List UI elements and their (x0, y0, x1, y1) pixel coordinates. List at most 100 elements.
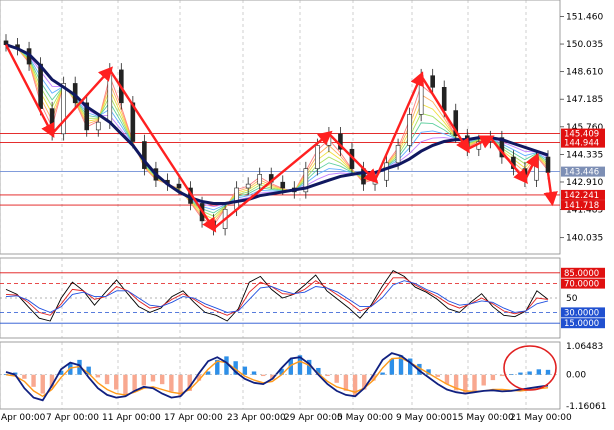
stoch-badge (561, 267, 605, 278)
trend-arrow (4, 44, 55, 139)
macd-bar (426, 369, 431, 375)
macd-bar (408, 358, 413, 375)
price-tick-label: 150.035 (566, 40, 603, 50)
stoch-badge (561, 318, 605, 329)
macd-bar (343, 374, 349, 391)
candle-body (38, 63, 43, 109)
stoch-badge-label: 70.0000 (564, 280, 599, 290)
macd-bar (31, 374, 36, 387)
candle-body (61, 83, 66, 135)
candle-body (384, 162, 389, 181)
macd-bar (297, 355, 303, 375)
trend-arrow (543, 172, 558, 207)
macd-bar (380, 372, 385, 375)
trend-arrow (328, 132, 379, 184)
macd-bar (150, 374, 156, 382)
macd-macd-line[interactable] (5, 352, 549, 402)
price-badge (561, 137, 605, 148)
stoch-badge (561, 278, 605, 289)
stoch-line[interactable] (5, 270, 549, 322)
macd-bar (49, 374, 55, 389)
macd-bar (261, 374, 266, 377)
time-label: 21 May 00:00 (510, 413, 572, 423)
candle-body (499, 137, 505, 158)
candle-body (303, 168, 309, 193)
macd-bar (178, 374, 183, 396)
trend-arrow (373, 71, 424, 181)
macd-bar (196, 374, 202, 381)
trend-arrow (51, 66, 114, 135)
candle-body (407, 114, 412, 146)
macd-bar (279, 368, 284, 375)
macd-bar (362, 374, 367, 390)
macd-bar (472, 374, 477, 391)
macd-signal-line[interactable] (5, 357, 549, 398)
candle-body (176, 183, 182, 189)
macd-axis: 1.06483 0.00 -1.16061 (0, 342, 606, 412)
time-label: 5 May 00:00 (337, 413, 393, 423)
macd-bar (334, 374, 339, 383)
macd-bar (40, 374, 45, 394)
macd-bar (325, 374, 330, 377)
macd-bar (545, 369, 551, 375)
macd-bar (22, 374, 27, 379)
candle-body (130, 102, 136, 142)
macd-bar (371, 374, 376, 381)
stochastic-lines (5, 270, 549, 322)
candle-body (453, 110, 459, 137)
time-label: 11 Apr 00:00 (102, 413, 161, 423)
price-badge-label: 145.409 (564, 130, 599, 140)
macd-bar (444, 374, 450, 385)
macd-bar (215, 359, 220, 375)
trend-arrow (212, 130, 333, 230)
macd-bar (536, 369, 542, 375)
macd-bar (306, 359, 312, 375)
price-tick-label: 151.460 (566, 12, 603, 22)
candle-body (395, 145, 401, 164)
macd-bar (95, 374, 101, 378)
stoch-badge (561, 307, 605, 318)
macd-bar (453, 374, 459, 391)
candle-body (441, 87, 447, 111)
time-axis: Apr 00:00 7 Apr 00:00 11 Apr 00:00 17 Apr 0… (1, 413, 572, 423)
macd-bar (58, 370, 64, 375)
macd-bar (435, 374, 440, 377)
trend-arrow (523, 152, 539, 181)
macd-bar (104, 374, 110, 385)
macd-bar (114, 374, 119, 390)
candle-body (257, 174, 263, 185)
stoch-line[interactable] (5, 277, 549, 316)
macd-lines (5, 352, 549, 402)
trend-arrow (420, 75, 470, 154)
price-tick-label: 144.335 (566, 150, 603, 160)
macd-bar (224, 356, 229, 375)
time-label: 9 May 00:00 (396, 413, 452, 423)
stoch-line[interactable] (5, 280, 549, 313)
macd-bar (169, 374, 174, 392)
time-label: Apr 00:00 (1, 413, 46, 423)
price-badge (561, 128, 605, 139)
macd-bar (518, 372, 523, 375)
candle-body (372, 179, 378, 185)
macd-tick-label: -1.16061 (566, 402, 606, 412)
trend-arrow (466, 135, 495, 151)
candle-body (95, 121, 101, 131)
price-badge (561, 189, 605, 200)
candle-body (280, 181, 286, 189)
price-badge-label: 144.944 (564, 139, 599, 149)
macd-bar (288, 359, 293, 375)
price-axis: 151.460 150.035 148.610 147.185 145.760 144.3… (560, 12, 605, 244)
macd-tick-label: 1.06483 (566, 342, 603, 352)
price-badge (561, 166, 605, 177)
candle-body (234, 187, 239, 210)
macd-bar (187, 374, 192, 391)
stoch-badge-label: 85.0000 (564, 269, 599, 279)
macd-bar (251, 371, 257, 375)
trend-arrow (489, 136, 528, 184)
macd-bar (159, 374, 165, 385)
time-label: 7 Apr 00:00 (46, 413, 99, 423)
macd-bar (68, 363, 73, 375)
macd-tick-label: 0.00 (566, 371, 586, 381)
